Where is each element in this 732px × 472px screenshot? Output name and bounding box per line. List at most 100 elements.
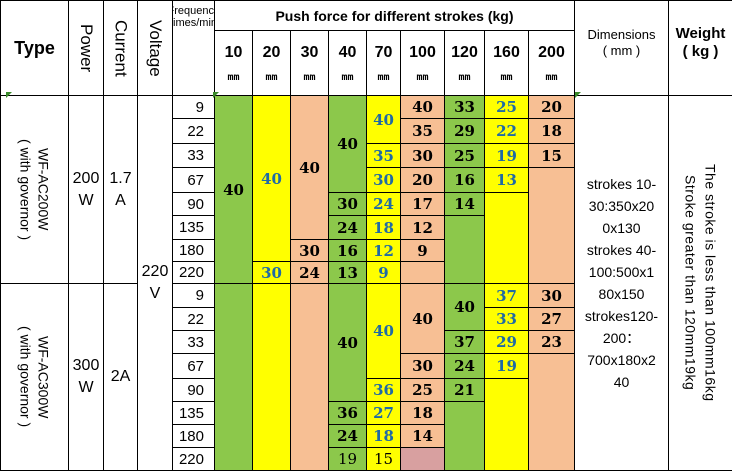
current-ac200: 1.7 A xyxy=(104,96,138,284)
force-cell xyxy=(291,284,329,471)
force-cell: 25 xyxy=(401,379,445,402)
force-cell: 30 xyxy=(291,240,329,262)
voltage-value: 220 V xyxy=(138,96,173,471)
force-cell: 18 xyxy=(529,119,575,144)
voltage-header: Voltage xyxy=(138,1,173,96)
stroke-header-40: 40 mm xyxy=(329,31,367,96)
frequency-cell: 67 xyxy=(173,168,215,193)
force-cell: 40 xyxy=(253,96,291,262)
force-cell: 14 xyxy=(445,193,485,216)
force-cell: 30 xyxy=(329,193,367,216)
stroke-value: 100 xyxy=(409,43,436,61)
force-cell: 33 xyxy=(485,308,529,331)
stroke-value: 200 xyxy=(538,43,565,61)
force-cell: 18 xyxy=(367,216,401,240)
force-cell: 24 xyxy=(329,425,367,448)
force-cell: 40 xyxy=(445,284,485,331)
force-cell: 27 xyxy=(367,402,401,425)
force-cell: 18 xyxy=(401,402,445,425)
stroke-header-200: 200 mm xyxy=(529,31,575,96)
stroke-header-70: 70 mm xyxy=(367,31,401,96)
frequency-cell: 180 xyxy=(173,425,215,448)
stroke-value: 70 xyxy=(374,43,393,61)
stroke-unit: mm xyxy=(265,71,278,83)
power-header: Power xyxy=(69,1,104,96)
push-force-header: Push force for different strokes (kg) xyxy=(215,1,575,31)
force-cell: 37 xyxy=(445,331,485,354)
force-cell: 9 xyxy=(401,240,445,262)
current-ac300: 2A xyxy=(104,284,138,471)
force-cell: 40 xyxy=(367,96,401,144)
force-cell: 40 xyxy=(329,284,367,402)
power-ac200: 200 W xyxy=(69,96,104,284)
dimensions-header: Dimensions ( mm ) xyxy=(575,1,669,96)
force-cell: 12 xyxy=(367,240,401,262)
force-cell xyxy=(485,193,529,284)
frequency-cell: 135 xyxy=(173,216,215,240)
frequency-cell: 22 xyxy=(173,119,215,144)
force-cell: 9 xyxy=(367,262,401,284)
force-cell: 25 xyxy=(485,96,529,119)
force-cell: 13 xyxy=(485,168,529,193)
force-cell: 29 xyxy=(485,331,529,354)
frequency-cell: 90 xyxy=(173,193,215,216)
force-cell xyxy=(445,216,485,284)
force-cell: 30 xyxy=(253,262,291,284)
stroke-value: 20 xyxy=(262,43,281,61)
stroke-unit: mm xyxy=(458,71,471,83)
force-cell: 30 xyxy=(401,144,445,168)
force-cell: 24 xyxy=(329,216,367,240)
stroke-unit: mm xyxy=(416,71,429,83)
force-cell: 22 xyxy=(485,119,529,144)
force-cell xyxy=(401,448,445,471)
force-cell: 16 xyxy=(329,240,367,262)
frequency-header: Frequency times/min xyxy=(173,1,215,96)
force-cell: 14 xyxy=(401,425,445,448)
force-cell xyxy=(529,168,575,284)
force-cell: 30 xyxy=(367,168,401,193)
power-ac300: 300 W xyxy=(69,284,104,471)
force-cell: 35 xyxy=(401,119,445,144)
force-cell: 19 xyxy=(485,354,529,379)
type-header: Type xyxy=(1,1,69,96)
force-cell: 40 xyxy=(367,284,401,379)
force-cell: 13 xyxy=(329,262,367,284)
model-type-ac300: WF-AC300W ( with governor ) xyxy=(1,284,69,471)
force-cell: 40 xyxy=(401,284,445,354)
dimensions-value: strokes 10- 30:350x20 0x130 strokes 40- … xyxy=(575,96,669,471)
current-header: Current xyxy=(104,1,138,96)
force-cell: 36 xyxy=(329,402,367,425)
force-cell: 27 xyxy=(529,308,575,331)
frequency-cell: 22 xyxy=(173,308,215,331)
force-cell: 24 xyxy=(445,354,485,379)
force-cell: 16 xyxy=(445,168,485,193)
stroke-header-120: 120 mm xyxy=(445,31,485,96)
stroke-unit: mm xyxy=(377,71,390,83)
frequency-cell: 9 xyxy=(173,284,215,308)
stroke-header-10: 10 mm xyxy=(215,31,253,96)
force-cell xyxy=(529,354,575,471)
weight-value: The stroke is less than 100mm16kg Stroke… xyxy=(669,96,732,471)
frequency-cell: 33 xyxy=(173,144,215,168)
stroke-header-30: 30 mm xyxy=(291,31,329,96)
frequency-cell: 90 xyxy=(173,379,215,402)
force-cell: 23 xyxy=(529,331,575,354)
force-cell xyxy=(253,284,291,471)
frequency-cell: 135 xyxy=(173,402,215,425)
force-cell: 19 xyxy=(329,448,367,471)
force-cell: 40 xyxy=(401,96,445,119)
stroke-unit: mm xyxy=(303,71,316,83)
force-cell: 24 xyxy=(291,262,329,284)
force-cell xyxy=(445,402,485,471)
force-cell: 36 xyxy=(367,379,401,402)
frequency-cell: 220 xyxy=(173,448,215,471)
frequency-cell: 67 xyxy=(173,354,215,379)
stroke-header-20: 20 mm xyxy=(253,31,291,96)
force-cell: 20 xyxy=(401,168,445,193)
force-cell: 35 xyxy=(367,144,401,168)
stroke-value: 40 xyxy=(338,43,357,61)
force-cell: 17 xyxy=(401,193,445,216)
force-cell: 40 xyxy=(215,96,253,284)
force-cell: 18 xyxy=(367,425,401,448)
